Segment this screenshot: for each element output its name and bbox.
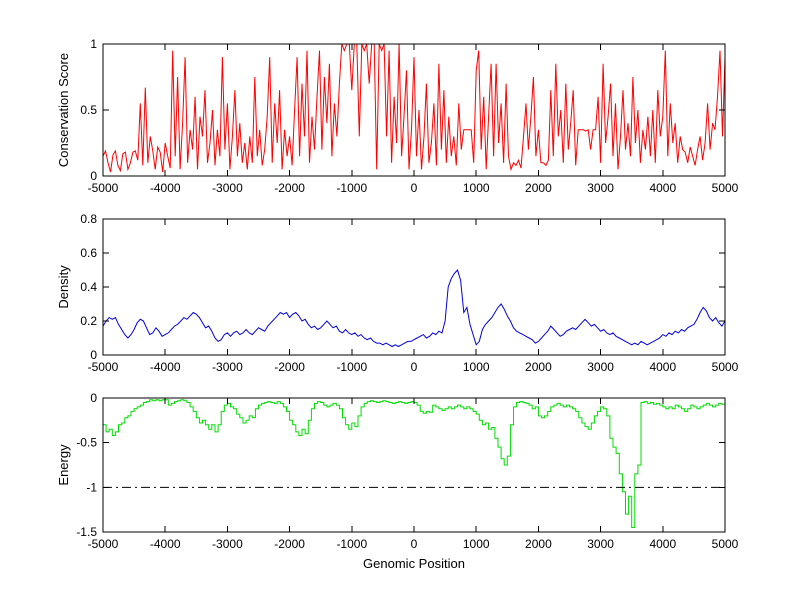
x-tick-label: 1000: [463, 360, 490, 374]
y-tick-label: 0: [90, 348, 97, 362]
x-tick-label: 1000: [463, 181, 490, 195]
x-tick-label: -5000: [88, 181, 119, 195]
y-tick-label: 1: [90, 37, 97, 51]
y-tick-label: -0.5: [76, 436, 97, 450]
x-tick-label: -3000: [212, 360, 243, 374]
y-tick-label: 0.4: [80, 280, 97, 294]
x-tick-label: 5000: [712, 181, 739, 195]
conservation-y-axis-label: Conservation Score: [56, 53, 71, 167]
x-tick-label: -1000: [336, 537, 367, 551]
x-tick-label: 3000: [587, 360, 614, 374]
x-tick-label: 2000: [525, 181, 552, 195]
x-tick-label: -4000: [150, 181, 181, 195]
subplot-density: -5000 -4000 -3000 -2000 -1000 0 1000 2000 3000 40…: [56, 212, 739, 374]
x-tick-label: -3000: [212, 537, 243, 551]
density-y-axis-label: Density: [56, 265, 71, 309]
x-tick-label: 4000: [649, 360, 676, 374]
y-tick-label: 0.6: [80, 246, 97, 260]
x-tick-label: -2000: [274, 181, 305, 195]
y-tick-label: 0.8: [80, 212, 97, 226]
x-tick-label: -5000: [88, 360, 119, 374]
x-tick-label: 4000: [649, 537, 676, 551]
x-tick-label: -4000: [150, 360, 181, 374]
conservation-series-line: [102, 43, 726, 173]
x-axis-label: Genomic Position: [363, 556, 465, 571]
x-tick-label: 3000: [587, 537, 614, 551]
x-tick-label: 0: [411, 360, 418, 374]
y-tick-label: 0: [90, 391, 97, 405]
x-tick-label: -1000: [336, 181, 367, 195]
y-tick-label: -1: [86, 480, 97, 494]
x-tick-label: -3000: [212, 181, 243, 195]
x-tick-label: 5000: [712, 537, 739, 551]
x-tick-label: 2000: [525, 537, 552, 551]
x-tick-label: -2000: [274, 537, 305, 551]
energy-series-line: [103, 399, 725, 528]
x-tick-label: 5000: [712, 360, 739, 374]
y-tick-label: -1.5: [76, 525, 97, 539]
x-tick-label: 0: [411, 181, 418, 195]
x-tick-label: 1000: [463, 537, 490, 551]
x-tick-label: -4000: [150, 537, 181, 551]
y-tick-label: 0.2: [80, 314, 97, 328]
x-tick-label: 2000: [525, 360, 552, 374]
y-tick-label: 0.5: [80, 103, 97, 117]
x-tick-label: 3000: [587, 181, 614, 195]
x-tick-label: 4000: [649, 181, 676, 195]
density-plot-box: [102, 218, 726, 356]
energy-y-axis-label: Energy: [56, 444, 71, 486]
x-tick-label: -5000: [88, 537, 119, 551]
y-tick-label: 0: [90, 169, 97, 183]
subplot-conservation: -5000 -4000 -3000 -2000 -1000 0 1000 2000 3000 40…: [56, 37, 739, 195]
x-tick-label: 0: [411, 537, 418, 551]
subplot-energy: -5000 -4000 -3000 -2000 -1000 0 1000 2000 3000 40…: [56, 391, 739, 551]
density-series-line: [102, 269, 726, 348]
x-tick-label: -2000: [274, 360, 305, 374]
x-tick-label: -1000: [336, 360, 367, 374]
